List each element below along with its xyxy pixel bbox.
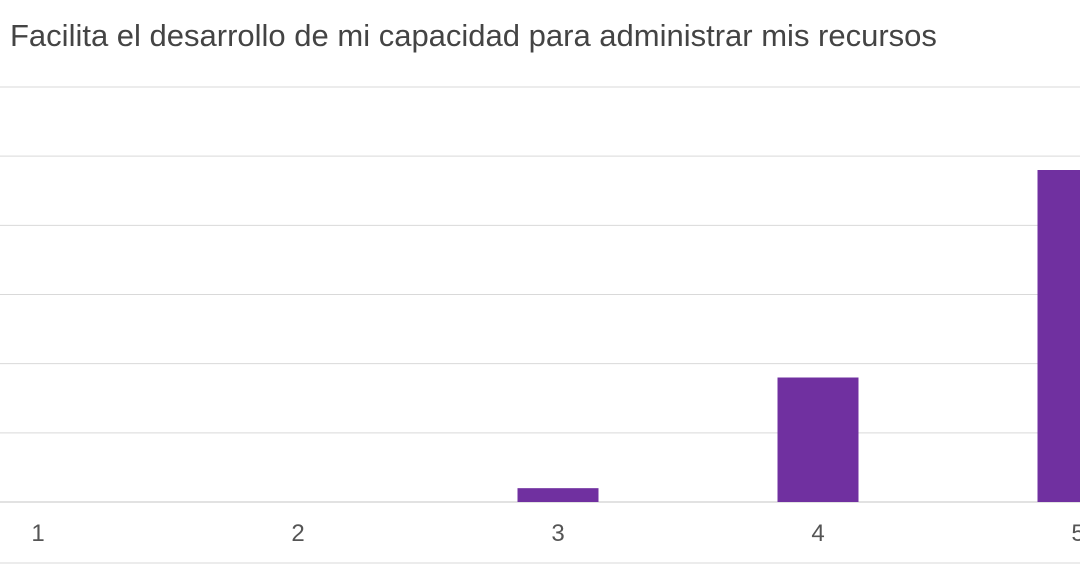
x-tick-label-1: 1 — [31, 520, 44, 547]
x-tick-label-5: 5 — [1071, 520, 1080, 547]
x-tick-label-4: 4 — [811, 520, 824, 547]
bar-3 — [517, 488, 599, 502]
x-tick-labels: 1 2 3 4 5 — [31, 520, 1080, 547]
chart-title: Facilita el desarrollo de mi capacidad p… — [10, 18, 937, 53]
bar-4 — [777, 377, 859, 502]
bars — [517, 170, 1080, 502]
bar-5 — [1037, 170, 1080, 502]
x-tick-label-2: 2 — [291, 520, 304, 547]
grid-lines — [0, 86, 1080, 564]
x-tick-label-3: 3 — [551, 520, 564, 547]
